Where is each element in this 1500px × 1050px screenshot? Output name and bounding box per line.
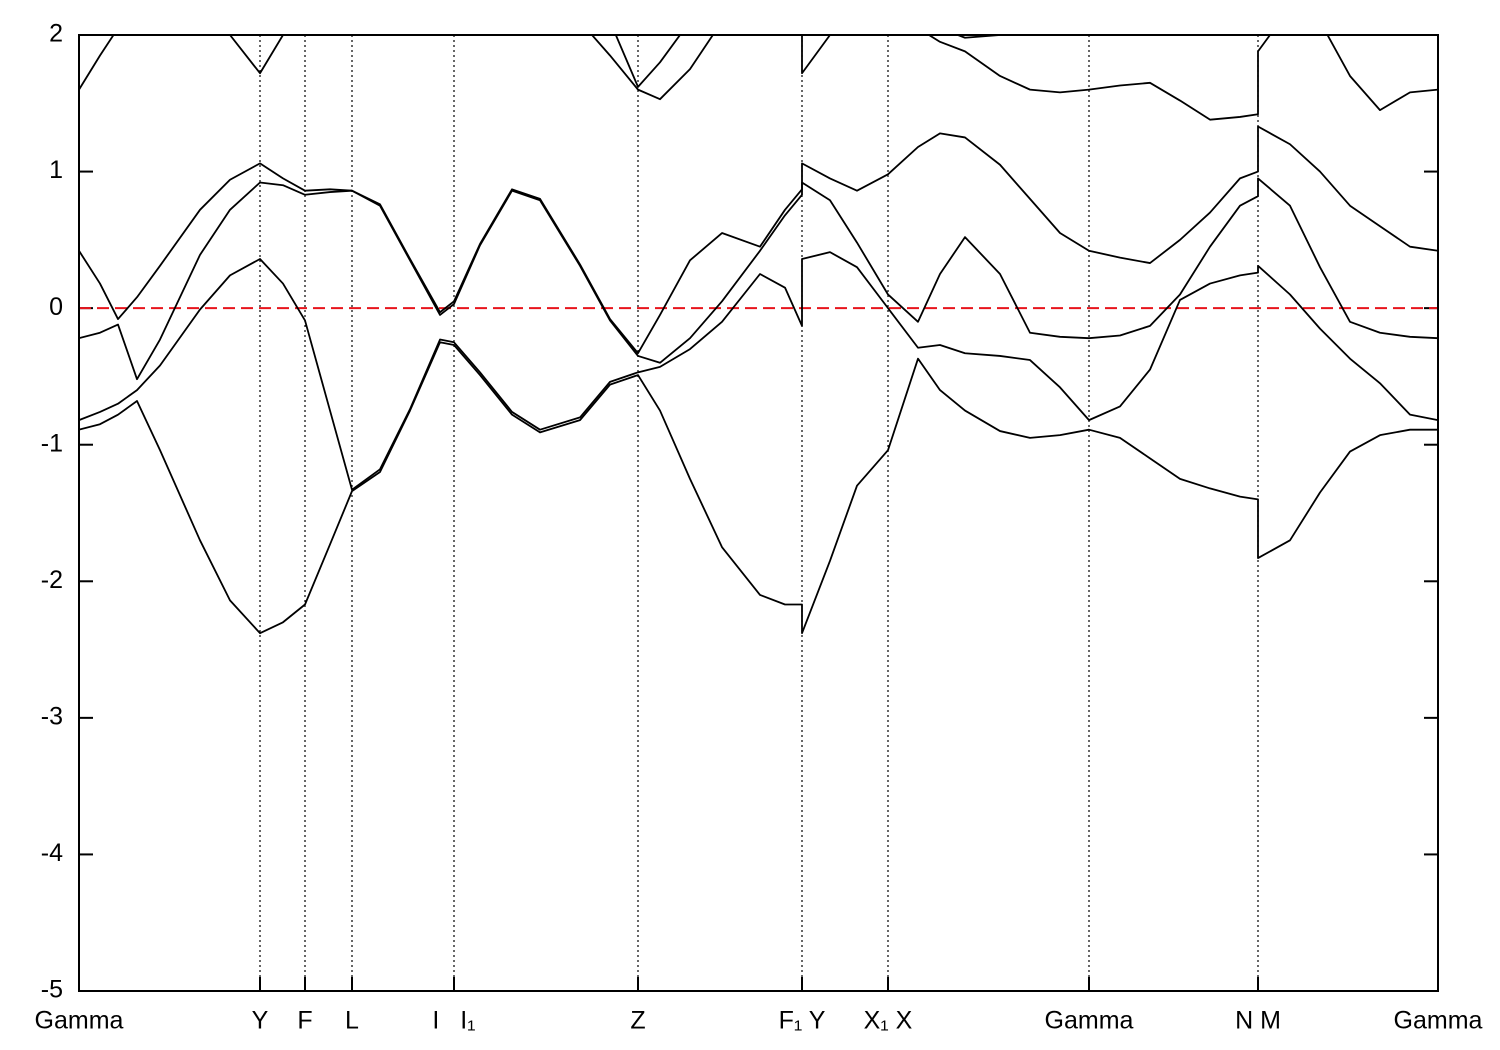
x-tick-label: F₁ Y (779, 1007, 826, 1035)
x-tick-label: Z (630, 1007, 645, 1035)
band-line (79, 35, 1438, 121)
tick-labels: -5 -4 -3 -2 -1 0 1 2 Gamma Y F L I I₁ Z F₁ Y X₁ X Gamma N… (35, 20, 1483, 1035)
x-tick-label: X₁ X (864, 1007, 913, 1035)
x-tick-label: Gamma (1045, 1007, 1134, 1035)
y-tick-label: 0 (49, 293, 63, 321)
x-tick-label: L (345, 1007, 359, 1035)
x-tick-label: Gamma (35, 1007, 124, 1035)
y-tick-label: 1 (49, 156, 63, 184)
band-line (79, 177, 1438, 381)
y-tick-label: -3 (41, 702, 63, 730)
x-tick-label: Y (252, 1007, 269, 1035)
band-line (79, 251, 1438, 491)
y-tick-label: -5 (41, 976, 63, 1004)
x-tick-label: Gamma (1394, 1007, 1483, 1035)
bands (79, 35, 1438, 635)
band-line (79, 341, 1438, 635)
y-tick-label: -1 (41, 429, 63, 457)
band-line (614, 35, 1002, 88)
x-tick-label: N M (1235, 1007, 1281, 1035)
x-tick-label: I I₁ (432, 1007, 475, 1035)
y-tick-label: -2 (41, 566, 63, 594)
plot-frame (78, 34, 1439, 992)
y-tick-label: 2 (49, 20, 63, 48)
y-tick-label: -4 (41, 839, 63, 867)
x-tick-label: F (297, 1007, 312, 1035)
band-line (79, 125, 1438, 355)
